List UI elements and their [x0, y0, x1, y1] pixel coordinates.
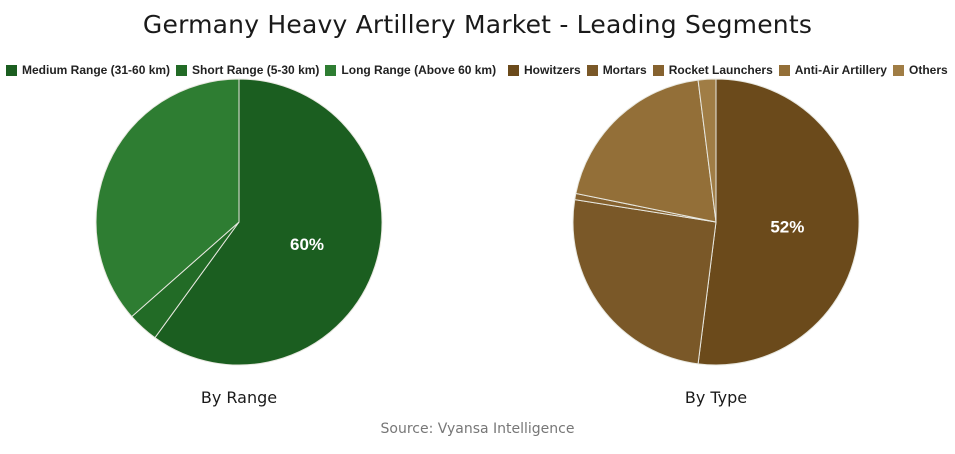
legend-item-short-range-5-30-km: Short Range (5-30 km) — [176, 63, 319, 77]
legend-swatch — [176, 64, 188, 76]
legend-label: Mortars — [602, 63, 647, 77]
legend-item-anti-air-artillery: Anti-Air Artillery — [778, 63, 887, 77]
pie-subtitle-type: By Type — [684, 388, 748, 407]
legend-item-others: Others — [892, 63, 948, 77]
chart-title: Germany Heavy Artillery Market - Leading… — [142, 10, 813, 39]
legend-swatch — [325, 64, 337, 76]
pie-slice-others — [697, 78, 717, 223]
pie-data-label: 52% — [770, 217, 804, 236]
legend-swatch — [652, 64, 664, 76]
legend-swatch — [892, 64, 904, 76]
legend-item-mortars: Mortars — [586, 63, 647, 77]
pie-chart-type: 52% — [572, 78, 860, 366]
legend-range: Medium Range (31-60 km) Short Range (5-30… — [6, 62, 502, 78]
pie-slice-anti-air-artillery — [575, 79, 717, 223]
pie-slice-mortars — [572, 199, 717, 365]
pie-slice-medium-range-31-60-km — [154, 78, 383, 366]
legend-item-medium-range-31-60-km: Medium Range (31-60 km) — [6, 63, 170, 77]
source-note: Source: Vyansa Intelligence — [380, 421, 575, 437]
legend-item-long-range-above-60-km: Long Range (Above 60 km) — [325, 63, 496, 77]
legend-label: Short Range (5-30 km) — [192, 63, 320, 77]
legend-item-rocket-launchers: Rocket Launchers — [652, 63, 773, 77]
legend-label: Anti-Air Artillery — [794, 63, 887, 77]
pie-slice-long-range-above-60-km — [95, 78, 240, 318]
pie-chart-range: 60% — [95, 78, 383, 366]
legend-swatch — [508, 64, 519, 76]
legend-swatch — [6, 64, 17, 76]
legend-type: Howitzers Mortars Rocket Launchers Anti-Air… — [508, 62, 954, 78]
legend-swatch — [778, 64, 790, 76]
pie-data-label: 60% — [290, 235, 324, 254]
pie-subtitle-range: By Range — [200, 388, 278, 407]
legend-label: Long Range (Above 60 km) — [341, 63, 497, 77]
legend-item-howitzers: Howitzers — [508, 63, 581, 77]
pie-slice-howitzers — [697, 78, 860, 366]
legend-label: Rocket Launchers — [668, 63, 773, 77]
legend-swatch — [586, 64, 598, 76]
legend-label: Medium Range (31-60 km) — [22, 63, 171, 77]
legend-label: Others — [908, 63, 948, 77]
legend-label: Howitzers — [524, 63, 581, 77]
